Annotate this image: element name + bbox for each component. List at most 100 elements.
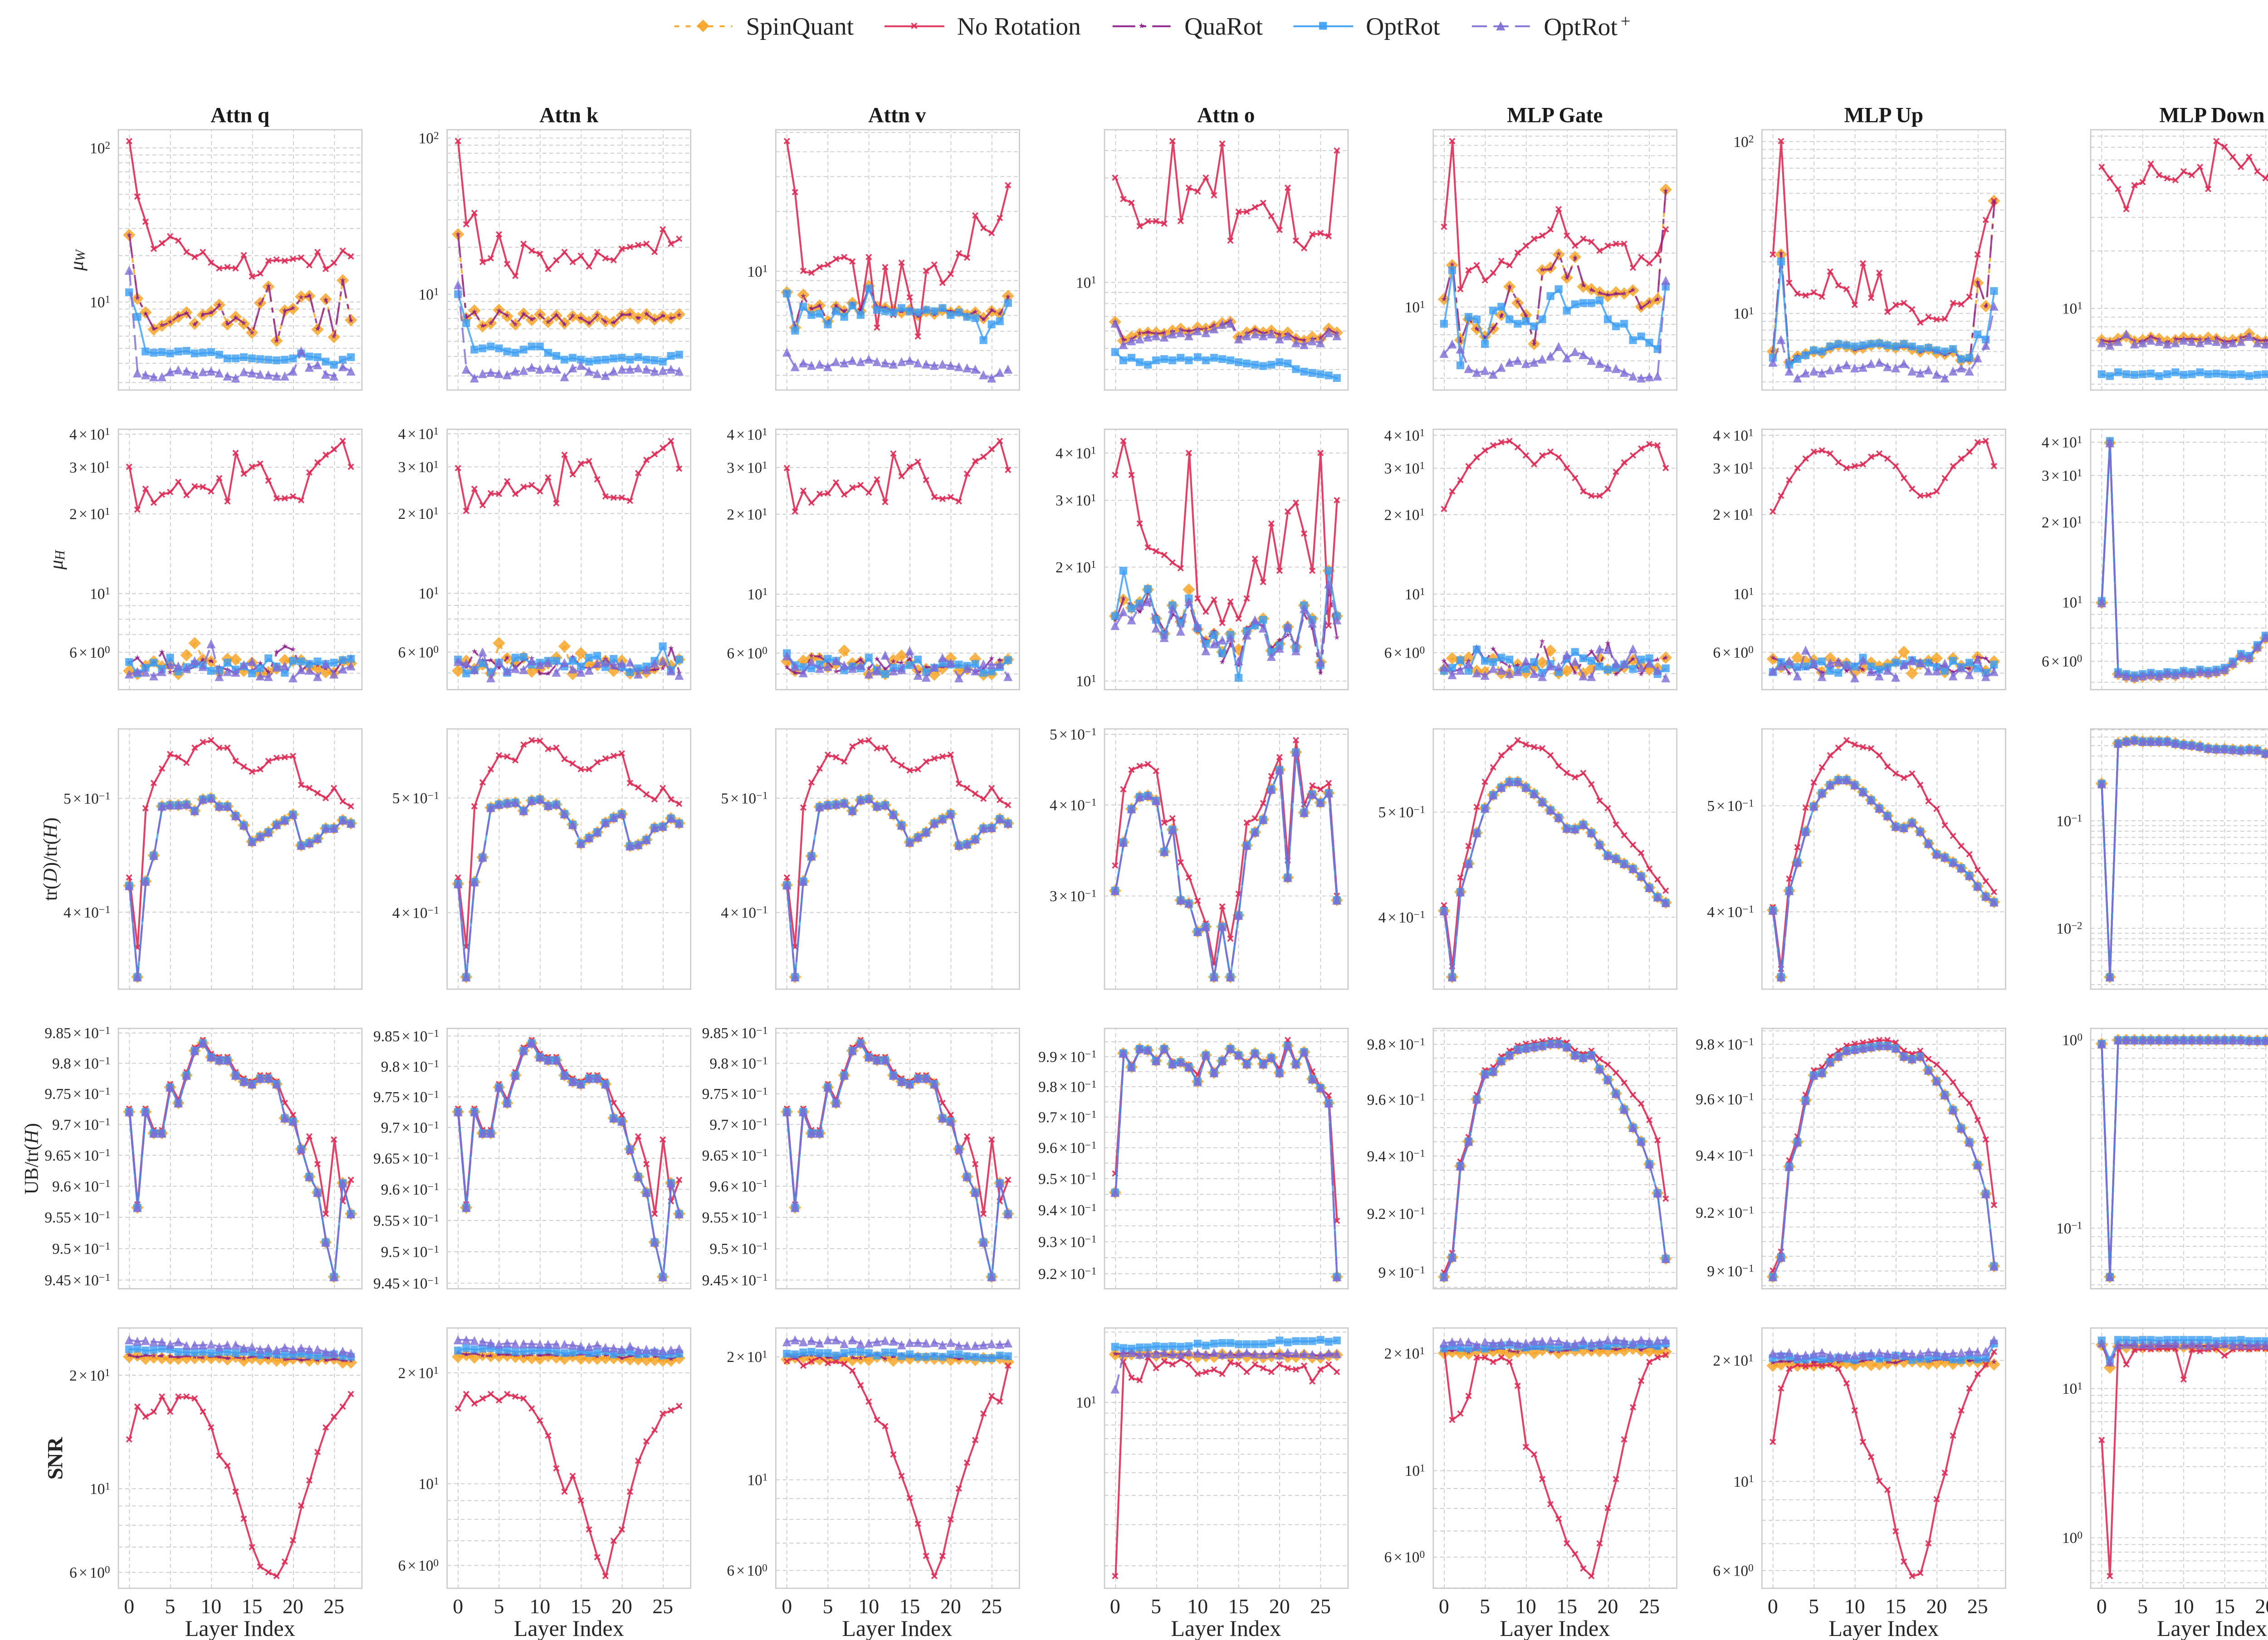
svg-text:OptRot: OptRot [1366, 12, 1440, 40]
svg-text:1 0 1: 1 0 1 [90, 294, 110, 311]
svg-text:9 . 6 5 × 1 0 − 1: 9 . 6 5 × 1 0 − 1 [373, 1150, 439, 1167]
svg-text:MLP Up: MLP Up [1844, 103, 1923, 127]
svg-text:1 0 1: 1 0 1 [90, 586, 110, 603]
svg-text:9 . 7 × 1 0 − 1: 9 . 7 × 1 0 − 1 [1038, 1109, 1096, 1126]
svg-text:Layer Index: Layer Index [1500, 1616, 1610, 1640]
svg-text:9 . 9 × 1 0 − 1: 9 . 9 × 1 0 − 1 [1038, 1049, 1096, 1066]
svg-text:25: 25 [1967, 1595, 1988, 1618]
svg-text:2 × 1 0 1: 2 × 1 0 1 [69, 1367, 110, 1384]
svg-text:20: 20 [283, 1595, 303, 1618]
svg-text:9 . 7 × 1 0 − 1: 9 . 7 × 1 0 − 1 [381, 1119, 439, 1137]
svg-text:9 × 1 0 − 1: 9 × 1 0 − 1 [1707, 1263, 1754, 1280]
svg-text:1 0 2: 1 0 2 [419, 130, 439, 147]
svg-text:4 × 1 0 1: 4 × 1 0 1 [1056, 445, 1096, 462]
svg-text:15: 15 [899, 1595, 920, 1618]
svg-text:4 × 1 0 − 1: 4 × 1 0 − 1 [721, 904, 767, 922]
svg-text:20: 20 [1269, 1595, 1290, 1618]
svg-text:S N R: S N R [44, 1437, 67, 1480]
svg-text:Attn o: Attn o [1197, 103, 1255, 127]
svg-text:9 . 6 × 1 0 − 1: 9 . 6 × 1 0 − 1 [52, 1178, 110, 1195]
svg-text:25: 25 [981, 1595, 1002, 1618]
svg-text:6 × 1 0 0: 6 × 1 0 0 [398, 1557, 439, 1574]
svg-text:20: 20 [1598, 1595, 1618, 1618]
svg-text:15: 15 [2214, 1595, 2235, 1618]
svg-text:4 × 1 0 1: 4 × 1 0 1 [1713, 427, 1753, 444]
svg-text:9 . 2 × 1 0 − 1: 9 . 2 × 1 0 − 1 [1038, 1265, 1096, 1283]
svg-text:3 × 1 0 1: 3 × 1 0 1 [727, 459, 767, 477]
svg-text:1 0 1: 1 0 1 [1076, 673, 1096, 690]
svg-text:6 × 1 0 0: 6 × 1 0 0 [69, 1564, 110, 1581]
svg-text:1 0 1: 1 0 1 [1405, 299, 1425, 316]
svg-text:3 × 1 0 1: 3 × 1 0 1 [398, 459, 439, 476]
svg-text:1 0 1: 1 0 1 [419, 1475, 439, 1493]
svg-text:25: 25 [1310, 1595, 1331, 1618]
svg-text:2 × 1 0 1: 2 × 1 0 1 [1713, 1352, 1753, 1369]
svg-text:10: 10 [858, 1595, 879, 1618]
svg-text:U B / t r ( ) H: U B / t r ( ) H [21, 1121, 42, 1195]
svg-text:1 0 1: 1 0 1 [747, 1472, 767, 1489]
svg-text:1 0 1: 1 0 1 [2062, 1380, 2082, 1397]
svg-text:3 × 1 0 1: 3 × 1 0 1 [1713, 460, 1753, 477]
svg-text:10: 10 [1515, 1595, 1536, 1618]
svg-text:5: 5 [494, 1595, 504, 1618]
svg-text:5: 5 [1809, 1595, 1819, 1618]
svg-text:4 × 1 0 − 1: 4 × 1 0 − 1 [64, 904, 110, 921]
svg-text:9 . 5 5 × 1 0 − 1: 9 . 5 5 × 1 0 − 1 [44, 1209, 110, 1226]
svg-text:9 . 5 5 × 1 0 − 1: 9 . 5 5 × 1 0 − 1 [373, 1212, 439, 1230]
svg-text:5: 5 [165, 1595, 176, 1618]
svg-text:1 0 0: 1 0 0 [2062, 1529, 2082, 1547]
svg-text:1 0 1: 1 0 1 [1076, 1394, 1096, 1411]
svg-text:0: 0 [1768, 1595, 1778, 1618]
svg-text:μ H: μ H [46, 549, 68, 570]
svg-text:9 . 4 × 1 0 − 1: 9 . 4 × 1 0 − 1 [1367, 1148, 1425, 1165]
svg-text:0: 0 [1110, 1595, 1120, 1618]
svg-text:9 . 6 × 1 0 − 1: 9 . 6 × 1 0 − 1 [1696, 1091, 1754, 1108]
svg-text:10: 10 [529, 1595, 550, 1618]
svg-text:9 . 8 × 1 0 − 1: 9 . 8 × 1 0 − 1 [709, 1055, 767, 1072]
svg-text:3 × 1 0 1: 3 × 1 0 1 [69, 459, 110, 476]
svg-text:9 . 6 × 1 0 − 1: 9 . 6 × 1 0 − 1 [709, 1178, 767, 1195]
svg-text:5: 5 [1151, 1595, 1161, 1618]
svg-text:6 × 1 0 0: 6 × 1 0 0 [1713, 644, 1753, 661]
svg-text:Layer Index: Layer Index [514, 1616, 624, 1640]
svg-text:25: 25 [652, 1595, 673, 1618]
svg-text:6 × 1 0 0: 6 × 1 0 0 [398, 644, 439, 661]
svg-text:9 . 6 × 1 0 − 1: 9 . 6 × 1 0 − 1 [381, 1181, 439, 1198]
svg-text:6 × 1 0 0: 6 × 1 0 0 [1384, 1549, 1425, 1566]
svg-text:5: 5 [2137, 1595, 2148, 1618]
svg-text:5 × 1 0 − 1: 5 × 1 0 − 1 [64, 790, 110, 807]
svg-text:2 × 1 0 1: 2 × 1 0 1 [1056, 559, 1096, 576]
svg-text:4 × 1 0 1: 4 × 1 0 1 [2042, 434, 2082, 451]
svg-text:6 × 1 0 0: 6 × 1 0 0 [1713, 1562, 1753, 1580]
svg-text:6 × 1 0 0: 6 × 1 0 0 [1384, 644, 1425, 662]
svg-text:4 × 1 0 1: 4 × 1 0 1 [1384, 427, 1425, 444]
svg-text:9 . 8 × 1 0 − 1: 9 . 8 × 1 0 − 1 [52, 1055, 110, 1072]
svg-text:9 . 6 5 × 1 0 − 1: 9 . 6 5 × 1 0 − 1 [44, 1147, 110, 1164]
svg-text:4 × 1 0 1: 4 × 1 0 1 [727, 426, 767, 444]
svg-text:Layer Index: Layer Index [842, 1616, 952, 1640]
svg-text:9 . 8 5 × 1 0 − 1: 9 . 8 5 × 1 0 − 1 [702, 1025, 768, 1042]
svg-text:15: 15 [1885, 1595, 1906, 1618]
svg-text:9 . 8 5 × 1 0 − 1: 9 . 8 5 × 1 0 − 1 [44, 1025, 110, 1042]
svg-text:1 0 1: 1 0 1 [2062, 300, 2082, 317]
svg-text:9 . 2 × 1 0 − 1: 9 . 2 × 1 0 − 1 [1367, 1206, 1425, 1223]
svg-text:9 . 8 × 1 0 − 1: 9 . 8 × 1 0 − 1 [1038, 1079, 1096, 1096]
svg-text:4 × 1 0 − 1: 4 × 1 0 − 1 [1707, 903, 1754, 921]
svg-text:1 0 − 1: 1 0 − 1 [2056, 813, 2082, 830]
svg-text:9 . 8 5 × 1 0 − 1: 9 . 8 5 × 1 0 − 1 [373, 1028, 439, 1045]
svg-text:15: 15 [1556, 1595, 1577, 1618]
svg-text:5 × 1 0 − 1: 5 × 1 0 − 1 [1378, 804, 1425, 821]
svg-text:9 . 6 × 1 0 − 1: 9 . 6 × 1 0 − 1 [1038, 1139, 1096, 1157]
svg-text:QuaRot: QuaRot [1184, 12, 1263, 40]
svg-text:6 × 1 0 0: 6 × 1 0 0 [727, 1562, 767, 1579]
svg-text:1 0 − 1: 1 0 − 1 [2056, 1220, 2082, 1237]
svg-text:Layer Index: Layer Index [1171, 1616, 1281, 1640]
svg-text:5 × 1 0 − 1: 5 × 1 0 − 1 [1050, 726, 1096, 743]
svg-text:9 . 8 × 1 0 − 1: 9 . 8 × 1 0 − 1 [1367, 1036, 1425, 1053]
svg-text:9 . 7 5 × 1 0 − 1: 9 . 7 5 × 1 0 − 1 [44, 1085, 110, 1103]
svg-text:MLP Gate: MLP Gate [1507, 103, 1603, 127]
svg-text:0: 0 [782, 1595, 792, 1618]
svg-text:Attn k: Attn k [539, 103, 599, 127]
svg-text:9 . 5 × 1 0 − 1: 9 . 5 × 1 0 − 1 [381, 1244, 439, 1261]
svg-text:9 . 2 × 1 0 − 1: 9 . 2 × 1 0 − 1 [1696, 1204, 1754, 1221]
